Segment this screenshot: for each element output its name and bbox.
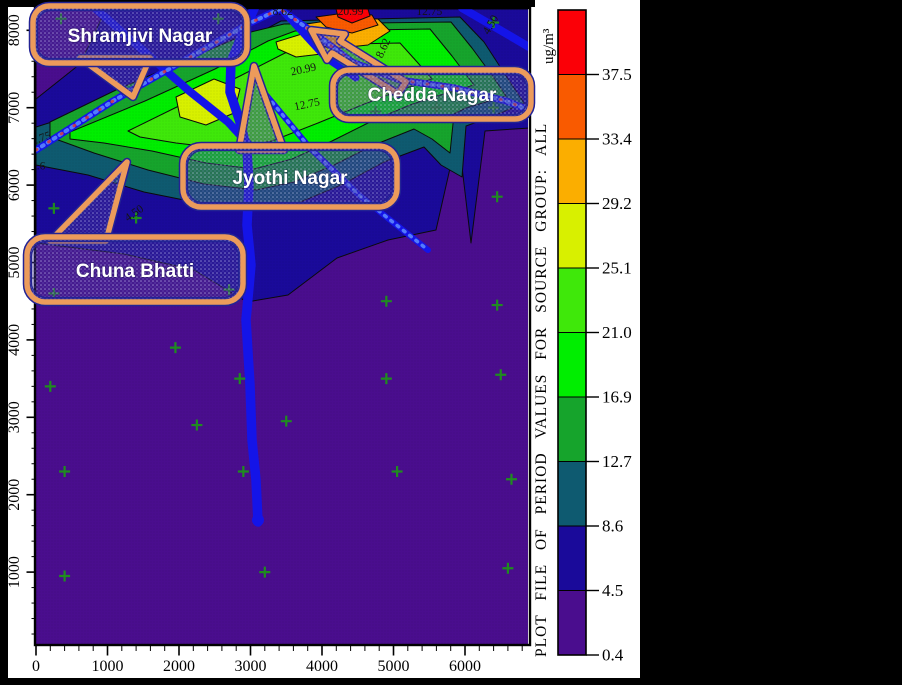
- receptor-marker: [130, 212, 142, 224]
- receptor-marker: [48, 202, 60, 214]
- y-axis-tick-label: 1000: [6, 556, 23, 588]
- y-axis-tick-label: 3000: [6, 401, 23, 433]
- contour-label: 20.99: [290, 61, 318, 78]
- receptor-marker: [380, 373, 392, 385]
- colorbar-tick-label: 16.9: [602, 388, 632, 407]
- map-frame: [33, 6, 532, 647]
- callout-shramjivi-nagar: Shramjivi Nagar: [28, 1, 252, 102]
- road-line-topright: [458, 9, 528, 51]
- receptor-marker: [488, 17, 500, 29]
- colorbar-units-label: ug/m³: [541, 28, 557, 64]
- callout-label: Chuna Bhatti: [76, 261, 194, 282]
- colorbar-segment: [557, 203, 587, 269]
- colorbar-tick-label: 29.2: [602, 194, 632, 213]
- receptor-marker: [169, 342, 181, 354]
- colorbar-tick-label: 0.4: [602, 646, 624, 665]
- y-axis-tick-label: 8000: [6, 14, 23, 46]
- receptor-marker: [505, 473, 517, 485]
- road-end-cap: [252, 514, 264, 526]
- vertical-axis-title: PLOT FILE OF PERIOD VALUES FOR SOURCE GR…: [533, 123, 550, 657]
- y-axis-tick-label: 6000: [6, 169, 23, 201]
- colorbar-tick-label: 12.7: [602, 452, 632, 471]
- callout-chuna-bhatti: Chuna Bhatti: [22, 157, 248, 307]
- colorbar-segment: [557, 332, 587, 398]
- callout-inner-line: [336, 73, 528, 116]
- x-axis-tick-label: 4000: [306, 658, 338, 675]
- contour-label: 12.75: [416, 6, 442, 18]
- x-axis: 0 1000 2000 3000 4000 5000 6000: [32, 646, 523, 675]
- receptor-marker: [502, 562, 514, 574]
- colorbar-segment: [557, 138, 587, 204]
- receptor-marker: [380, 295, 392, 307]
- y-axis-tick-label: 5000: [6, 247, 23, 279]
- colorbar-segment: [557, 74, 587, 140]
- callout-inner-line: [30, 240, 240, 299]
- callout-jyothi-nagar: Jyothi Nagar: [178, 61, 402, 212]
- colorbar-tick-label: 4.5: [602, 581, 623, 600]
- top-black-strip: [0, 0, 535, 7]
- colorbar-segment: [557, 9, 587, 75]
- callout-box-border: [24, 234, 246, 305]
- callout-inner-line: [36, 9, 244, 60]
- receptor-marker: [280, 415, 292, 427]
- receptor-marker: [237, 465, 249, 477]
- callout-inner-line: [186, 149, 394, 204]
- left-black-strip: [0, 0, 8, 685]
- receptor-marker: [391, 465, 403, 477]
- colorbar-tick-label: 25.1: [602, 259, 632, 278]
- callout-label: Chedda Nagar: [368, 85, 497, 106]
- x-axis-tick-label: 6000: [449, 658, 481, 675]
- y-axis-tick-label: 2000: [6, 479, 23, 511]
- callout-chedda-nagar: Chedda Nagar: [306, 25, 536, 124]
- contour-label: 8.62: [273, 6, 293, 18]
- colorbar-segment: [557, 590, 587, 656]
- callout-label: Jyothi Nagar: [232, 168, 348, 189]
- x-axis-tick-label: 1000: [92, 658, 124, 675]
- receptor-marker: [59, 570, 71, 582]
- colorbar-segment: [557, 267, 587, 333]
- contour-label: 8.6: [31, 161, 46, 173]
- bottom-black-strip: [0, 678, 902, 685]
- contour-label: 20.99: [338, 6, 364, 18]
- x-axis-tick-label: 5000: [378, 658, 410, 675]
- callout-label: Shramjivi Nagar: [68, 26, 213, 47]
- y-axis-tick-label: 4000: [6, 324, 23, 356]
- colorbar-segment: [557, 461, 587, 527]
- receptor-marker: [44, 380, 56, 392]
- colorbar: 0.4 4.5 8.6 12.7 16.9 21.0 25.1 29.2 33.4 37.5: [557, 9, 632, 665]
- x-axis-tick-label: 2000: [163, 658, 195, 675]
- right-black-area: [640, 0, 902, 685]
- colorbar-tick-label: 8.6: [602, 517, 623, 536]
- receptor-marker: [191, 419, 203, 431]
- colorbar-segment: [557, 525, 587, 591]
- callout-box-border: [180, 143, 400, 210]
- receptor-marker: [491, 191, 503, 203]
- callout-box-border: [330, 67, 534, 122]
- receptor-marker: [59, 465, 71, 477]
- y-axis-tick-label: 7000: [6, 92, 23, 124]
- receptor-marker: [259, 566, 271, 578]
- receptor-marker: [491, 299, 503, 311]
- contour-label: 12.75: [293, 96, 321, 113]
- colorbar-tick-label: 21.0: [602, 323, 632, 342]
- receptor-marker: [495, 369, 507, 381]
- x-axis-tick-label: 0: [32, 658, 40, 675]
- colorbar-tick-label: 37.5: [602, 65, 632, 84]
- colorbar-tick-label: 33.4: [602, 130, 632, 149]
- colorbar-segment: [557, 396, 587, 462]
- x-axis-tick-label: 3000: [235, 658, 267, 675]
- callout-box-border: [30, 3, 250, 66]
- receptor-marker: [234, 373, 246, 385]
